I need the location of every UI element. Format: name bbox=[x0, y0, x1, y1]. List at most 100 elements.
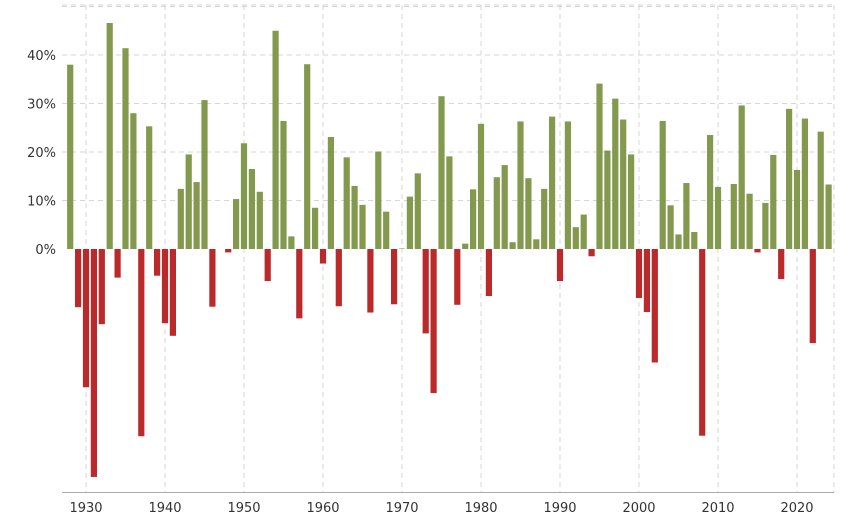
bar-1968 bbox=[383, 211, 390, 249]
bar-2024 bbox=[825, 184, 832, 249]
bar-1995 bbox=[596, 83, 603, 250]
bar-1939 bbox=[154, 249, 161, 276]
x-tick-label: 1970 bbox=[385, 501, 418, 516]
bar-1974 bbox=[430, 249, 437, 394]
bar-1943 bbox=[185, 154, 192, 249]
y-axis-tick-labels: 0% 10% 20% 30% 40% bbox=[27, 49, 56, 258]
bar-1936 bbox=[130, 113, 137, 249]
bar-1997 bbox=[612, 98, 619, 250]
bar-1978 bbox=[462, 243, 469, 249]
bar-1981 bbox=[485, 249, 492, 297]
bar-1960 bbox=[319, 249, 327, 264]
x-tick-label: 2000 bbox=[622, 501, 655, 516]
bar-1958 bbox=[304, 64, 311, 249]
bar-1942 bbox=[177, 188, 184, 249]
bar-1988 bbox=[541, 188, 548, 249]
bar-1994 bbox=[588, 249, 595, 257]
bar-1991 bbox=[564, 121, 571, 249]
bar-2016 bbox=[762, 202, 769, 249]
bar-1979 bbox=[470, 189, 477, 249]
bar-2014 bbox=[746, 193, 753, 249]
bar-1987 bbox=[533, 239, 540, 249]
bar-1989 bbox=[549, 116, 556, 249]
bar-1969 bbox=[391, 249, 398, 305]
bar-1998 bbox=[620, 119, 627, 249]
y-tick-label: 10% bbox=[27, 195, 56, 210]
bar-1964 bbox=[351, 185, 358, 249]
bar-1990 bbox=[556, 249, 564, 282]
bar-1932 bbox=[98, 249, 105, 325]
bar-1949 bbox=[233, 199, 240, 249]
x-tick-label: 1930 bbox=[69, 501, 102, 516]
bar-2017 bbox=[770, 154, 777, 249]
bar-2020 bbox=[793, 169, 801, 249]
bar-2001 bbox=[643, 249, 650, 313]
bar-1934 bbox=[114, 249, 121, 278]
bar-2015 bbox=[754, 249, 761, 253]
x-tick-label: 1980 bbox=[464, 501, 497, 516]
bar-2018 bbox=[778, 249, 785, 280]
bar-1980 bbox=[477, 123, 485, 249]
bar-1928 bbox=[67, 64, 74, 249]
x-axis-tick-labels: 1930 1940 1950 1960 1970 1980 1990 2000 2010 2020 bbox=[69, 501, 813, 516]
bar-1940 bbox=[161, 249, 169, 324]
x-tick-label: 1940 bbox=[148, 501, 181, 516]
bar-1986 bbox=[525, 178, 532, 249]
bar-2013 bbox=[738, 105, 745, 249]
bar-1985 bbox=[517, 121, 524, 249]
bar-1930 bbox=[82, 249, 90, 388]
bars bbox=[67, 22, 832, 477]
bar-1931 bbox=[90, 249, 97, 477]
bar-2012 bbox=[730, 184, 737, 249]
bar-1946 bbox=[209, 249, 216, 307]
bar-1938 bbox=[146, 126, 153, 249]
bar-1941 bbox=[169, 249, 176, 336]
x-tick-label: 1990 bbox=[543, 501, 576, 516]
bar-1984 bbox=[509, 242, 516, 249]
y-tick-label: 20% bbox=[27, 146, 56, 161]
bar-1993 bbox=[580, 214, 587, 249]
bar-1983 bbox=[501, 165, 508, 249]
bar-1955 bbox=[280, 120, 287, 250]
bar-1957 bbox=[296, 249, 303, 319]
bar-2002 bbox=[651, 249, 658, 363]
bar-1982 bbox=[493, 177, 500, 249]
x-tick-label: 1950 bbox=[227, 501, 260, 516]
bar-2006 bbox=[683, 183, 690, 249]
bar-1977 bbox=[454, 249, 461, 305]
bar-1992 bbox=[572, 227, 579, 249]
bar-1975 bbox=[438, 96, 445, 249]
bar-1963 bbox=[343, 157, 350, 249]
bar-1972 bbox=[414, 173, 421, 249]
bar-2010 bbox=[714, 186, 722, 249]
bar-1959 bbox=[312, 207, 319, 249]
bar-1961 bbox=[327, 136, 334, 249]
x-tick-label: 1960 bbox=[306, 501, 339, 516]
bar-2008 bbox=[699, 249, 706, 436]
bar-2003 bbox=[659, 120, 666, 250]
bar-1976 bbox=[446, 156, 453, 249]
bar-1933 bbox=[106, 22, 113, 249]
x-tick-label: 2010 bbox=[701, 501, 734, 516]
bar-1956 bbox=[288, 236, 295, 249]
bar-1966 bbox=[367, 249, 374, 313]
bar-1996 bbox=[604, 150, 611, 249]
bar-1999 bbox=[628, 154, 635, 249]
bar-1929 bbox=[75, 249, 82, 308]
y-tick-label: 0% bbox=[35, 243, 56, 258]
bar-1935 bbox=[122, 48, 129, 250]
bar-2009 bbox=[707, 135, 714, 249]
bar-2021 bbox=[801, 118, 808, 249]
y-tick-label: 40% bbox=[27, 49, 56, 64]
bar-1945 bbox=[201, 100, 208, 249]
bar-1950 bbox=[240, 143, 248, 249]
bar-1951 bbox=[248, 168, 255, 249]
bar-1948 bbox=[225, 249, 232, 253]
x-tick-label: 2020 bbox=[780, 501, 813, 516]
bar-1965 bbox=[359, 204, 366, 249]
bar-2022 bbox=[809, 249, 816, 344]
bar-1954 bbox=[272, 30, 279, 249]
y-tick-label: 30% bbox=[27, 98, 56, 113]
bar-1967 bbox=[375, 151, 382, 249]
